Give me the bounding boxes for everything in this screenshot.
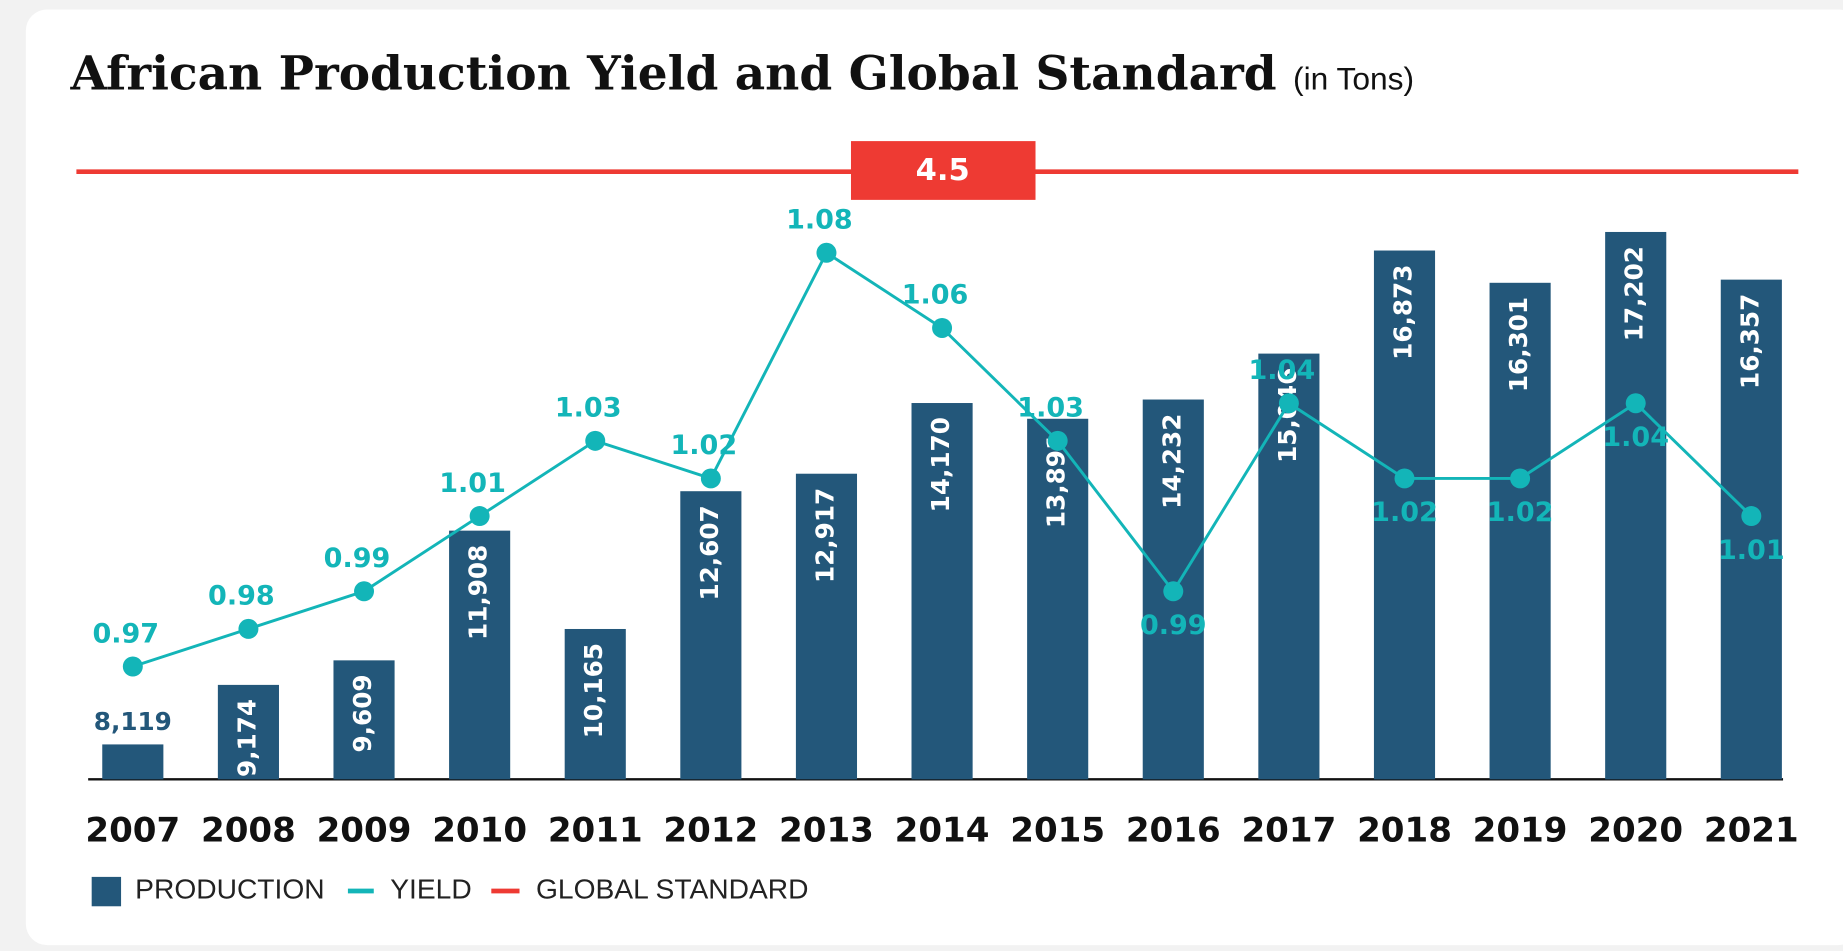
- x-tick-label: 2017: [1241, 811, 1336, 851]
- x-tick-label: 2019: [1473, 811, 1568, 851]
- yield-point: [1278, 393, 1299, 414]
- yield-value-label: 1.02: [1371, 497, 1438, 528]
- x-tick-label: 2007: [85, 811, 180, 851]
- bar: [1605, 231, 1667, 780]
- yield-point: [1741, 506, 1762, 527]
- bar-value-label: 12,917: [810, 488, 839, 583]
- yield-point: [585, 430, 606, 451]
- yield-point: [469, 506, 490, 527]
- yield-point: [1047, 430, 1068, 451]
- yield-value-label: 1.02: [1487, 497, 1554, 528]
- bar-value-label: 15,046: [1273, 368, 1302, 463]
- yield-value-label: 0.97: [92, 618, 159, 649]
- yield-value-label: 1.01: [1718, 535, 1785, 566]
- x-tick-label: 2012: [663, 811, 758, 851]
- x-tick-label: 2010: [432, 811, 527, 851]
- bar-value-label: 14,170: [926, 417, 955, 512]
- bar: [1373, 250, 1436, 780]
- bar: [680, 491, 742, 780]
- chart-title: African Production Yield and Global Stan…: [70, 46, 1415, 101]
- bar: [1027, 418, 1089, 780]
- yield-value-label: 1.06: [902, 280, 969, 311]
- bar-value-label: 16,301: [1504, 297, 1533, 392]
- yield-value-label: 1.01: [439, 468, 506, 499]
- x-tick-label: 2016: [1126, 811, 1221, 851]
- yield-point: [354, 581, 375, 602]
- bar: [449, 530, 511, 780]
- bar-value-label: 9,174: [232, 699, 261, 777]
- yield-value-label: 1.08: [786, 205, 853, 236]
- global-standard-label: 4.5: [916, 153, 970, 188]
- x-tick-label: 2011: [548, 811, 643, 851]
- bar-value-label: 17,202: [1620, 246, 1649, 341]
- bar-value-label: 10,165: [579, 643, 608, 738]
- bar-value-label: 14,232: [1157, 414, 1186, 509]
- bar: [1489, 282, 1551, 780]
- yield-value-label: 0.99: [324, 543, 391, 574]
- bar: [1258, 353, 1320, 780]
- x-tick-label: 2021: [1704, 811, 1799, 851]
- legend-swatch: [91, 876, 122, 907]
- yield-value-label: 0.98: [208, 581, 275, 612]
- bar: [564, 628, 626, 780]
- chart-subtitle: (in Tons): [1293, 60, 1414, 96]
- x-tick-label: 2018: [1357, 811, 1452, 851]
- bar: [795, 473, 858, 780]
- yield-point: [1625, 393, 1646, 414]
- bar-value-label: 16,873: [1388, 265, 1417, 360]
- title-text: African Production Yield and Global Stan…: [70, 46, 1277, 101]
- bar: [333, 660, 395, 780]
- x-tick-label: 2015: [1010, 811, 1105, 851]
- legend-label: PRODUCTION: [135, 872, 324, 904]
- bar-value-label: 9,609: [348, 674, 377, 752]
- yield-point: [1163, 581, 1184, 602]
- bar: [217, 684, 279, 780]
- x-tick-label: 2020: [1588, 811, 1683, 851]
- x-tick-label: 2014: [895, 811, 990, 851]
- x-tick-label: 2009: [317, 811, 412, 851]
- yield-point: [700, 468, 721, 489]
- yield-value-label: 1.02: [670, 430, 737, 461]
- x-tick-label: 2008: [201, 811, 296, 851]
- bar-value-label: 11,908: [464, 545, 493, 640]
- yield-point: [1394, 468, 1415, 489]
- yield-point: [238, 618, 259, 639]
- bar: [911, 403, 973, 780]
- yield-value-label: 1.04: [1249, 355, 1316, 386]
- global-standard-box: [850, 141, 1036, 200]
- legend-label: YIELD: [390, 872, 471, 904]
- yield-point: [1510, 468, 1531, 489]
- yield-value-label: 1.04: [1602, 422, 1669, 453]
- bar-value-label: 8,119: [94, 707, 172, 736]
- yield-point: [122, 656, 143, 677]
- bar-value-label: 12,607: [695, 505, 724, 600]
- legend-label: GLOBAL STANDARD: [536, 872, 809, 904]
- yield-point: [816, 242, 837, 263]
- yield-point: [932, 317, 953, 338]
- yield-value-label: 1.03: [555, 393, 622, 424]
- yield-value-label: 0.99: [1140, 610, 1207, 641]
- bar-value-label: 16,357: [1735, 294, 1764, 389]
- bar: [1720, 279, 1782, 780]
- yield-value-label: 1.03: [1017, 393, 1084, 424]
- bar: [102, 744, 164, 780]
- x-tick-label: 2013: [779, 811, 874, 851]
